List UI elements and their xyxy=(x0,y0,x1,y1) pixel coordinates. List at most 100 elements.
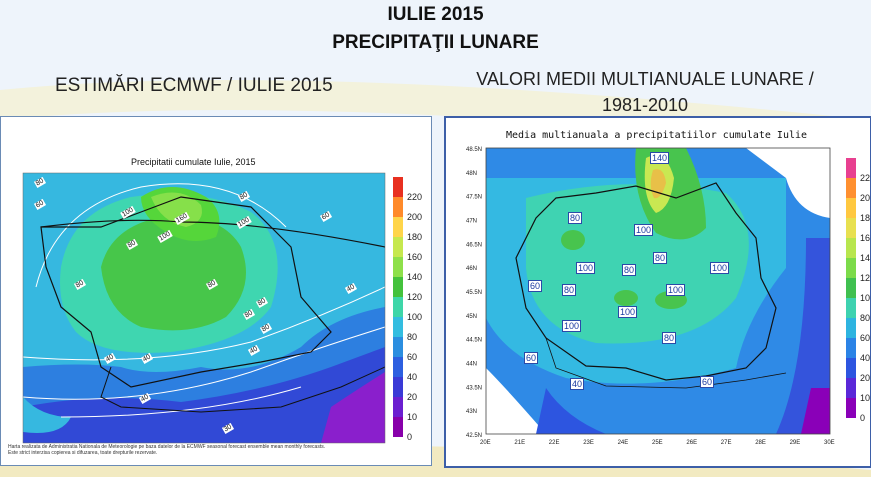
footnote-line1: Harta realizata de Administratia Nationa… xyxy=(8,444,326,450)
lat-tick-label: 47.5N xyxy=(466,195,482,201)
colorbar-tick-label: 120 xyxy=(860,273,870,283)
field-20 xyxy=(776,238,830,434)
field-100-west xyxy=(561,230,585,250)
lon-tick-label: 23E xyxy=(583,440,594,446)
colorbar-swatch xyxy=(393,237,403,257)
colorbar-tick-label: 40 xyxy=(860,353,870,363)
colorbar-tick-label: 10 xyxy=(407,412,417,422)
field-sw xyxy=(23,397,71,433)
map-frame xyxy=(485,147,831,435)
isoline-label: 80 xyxy=(662,332,677,344)
colorbar-tick-label: 10 xyxy=(860,393,870,403)
colorbar-swatch xyxy=(846,318,856,338)
colorbar-swatch xyxy=(846,178,856,198)
colorbar-swatch xyxy=(393,357,403,377)
right-heading-line2: 1981-2010 xyxy=(601,95,689,115)
colorbar-tick-label: 200 xyxy=(860,193,870,203)
colorbar-swatch xyxy=(393,297,403,317)
colorbar-swatch xyxy=(846,258,856,278)
colorbar-swatch xyxy=(846,198,856,218)
lon-tick-label: 27E xyxy=(721,440,732,446)
right-heading-line1: VALORI MEDII MULTIANUALE LUNARE / xyxy=(476,69,814,89)
romania-outline xyxy=(40,196,332,388)
ecmwf-map-panel: Precipitatii cumulate Iulie, 2015 0 10 20 4… xyxy=(0,116,432,466)
colorbar-swatch xyxy=(846,338,856,358)
lon-tick-label: 24E xyxy=(618,440,629,446)
lat-tick-label: 48.5N xyxy=(466,147,482,153)
field-0 xyxy=(321,372,385,443)
isoline-label: 80 xyxy=(653,252,668,264)
field-peak xyxy=(151,192,202,227)
field-20 xyxy=(23,347,385,443)
lon-tick-label: 25E xyxy=(652,440,663,446)
map-frame xyxy=(22,172,386,444)
isoline-label: 100 xyxy=(634,224,654,236)
right-panel-heading: VALORI MEDII MULTIANUALE LUNARE / 1981-2… xyxy=(440,66,850,118)
colorbar-swatch xyxy=(846,158,856,178)
lon-tick-label: 20E xyxy=(480,440,491,446)
isoline xyxy=(60,386,302,418)
isoline xyxy=(35,183,287,288)
colorbar-tick-label: 220 xyxy=(407,192,422,202)
lon-tick-label: 29E xyxy=(790,440,801,446)
page-subtitle: PRECIPITAŢII LUNARE xyxy=(332,32,539,53)
climatology-map-title: Media multianuala a precipitatiilor cumu… xyxy=(506,130,808,141)
ecmwf-colorbar: 0 10 20 40 60 80 100 120 140 160 180 200 220 xyxy=(393,177,422,442)
masked-area xyxy=(746,148,830,218)
isoline-label: 100 xyxy=(562,320,582,332)
colorbar-tick-label: 60 xyxy=(407,352,417,362)
field-20-south xyxy=(536,388,606,434)
lat-tick-label: 47N xyxy=(466,219,477,225)
colorbar-tick-label: 60 xyxy=(860,333,870,343)
isoline-label: 40 xyxy=(570,378,585,390)
isoline-label: 80 xyxy=(568,212,583,224)
colorbar-tick-label: 180 xyxy=(407,232,422,242)
ecmwf-map: 0 10 20 40 60 80 100 120 140 160 180 200 220 xyxy=(22,172,422,444)
lat-tick-label: 46N xyxy=(466,266,477,272)
isoline xyxy=(23,286,385,361)
colorbar-tick-label: 20 xyxy=(407,392,417,402)
isoline-label: 140 xyxy=(650,152,670,164)
lat-tick-label: 45.5N xyxy=(466,290,482,296)
footnote-line2: Este strict interzisa copierea si difuza… xyxy=(8,450,158,456)
colorbar-tick-label: 160 xyxy=(407,252,422,262)
colorbar-swatch xyxy=(393,197,403,217)
colorbar-tick-label: 200 xyxy=(407,212,422,222)
colorbar-swatch xyxy=(846,298,856,318)
border-line-south xyxy=(545,337,787,389)
isoline xyxy=(23,326,385,400)
colorbar-swatch xyxy=(393,317,403,337)
colorbar-swatch xyxy=(846,398,856,418)
field-0 xyxy=(801,388,830,434)
romania-outline xyxy=(515,182,777,381)
lat-tick-label: 48N xyxy=(466,171,477,177)
lat-tick-label: 43.5N xyxy=(466,385,482,391)
colorbar-swatch xyxy=(846,278,856,298)
field-100-center xyxy=(614,290,638,306)
colorbar-swatch xyxy=(846,378,856,398)
masked-area-sw xyxy=(486,368,546,434)
isoline-label: 100 xyxy=(576,262,596,274)
graticule-labels: 48.5N 48N 47.5N 47N 46.5N 46N 45.5N 45N 44.5N 44N… xyxy=(466,147,835,446)
climatology-colorbar: 0 10 20 40 60 80 100 120 140 160 180 200 220 xyxy=(846,158,870,423)
lat-tick-label: 44N xyxy=(466,362,477,368)
colorbar-tick-label: 80 xyxy=(407,332,417,342)
lon-tick-label: 26E xyxy=(686,440,697,446)
lat-tick-label: 44.5N xyxy=(466,338,482,344)
isoline-label: 60 xyxy=(700,376,715,388)
lat-tick-label: 46.5N xyxy=(466,242,482,248)
lon-tick-label: 22E xyxy=(549,440,560,446)
colorbar-tick-label: 0 xyxy=(860,413,865,423)
colorbar-swatch xyxy=(846,358,856,378)
isoline-label: 60 xyxy=(528,280,543,292)
lat-tick-label: 43N xyxy=(466,409,477,415)
lat-tick-label: 45N xyxy=(466,314,477,320)
colorbar-tick-label: 160 xyxy=(860,233,870,243)
colorbar-tick-label: 180 xyxy=(860,213,870,223)
border-line-south xyxy=(100,366,385,413)
colorbar-tick-label: 100 xyxy=(407,312,422,322)
colorbar-swatch xyxy=(393,217,403,237)
colorbar-swatch xyxy=(393,277,403,297)
ecmwf-map-title: Precipitatii cumulate Iulie, 2015 xyxy=(131,157,256,167)
colorbar-swatch xyxy=(393,417,403,437)
